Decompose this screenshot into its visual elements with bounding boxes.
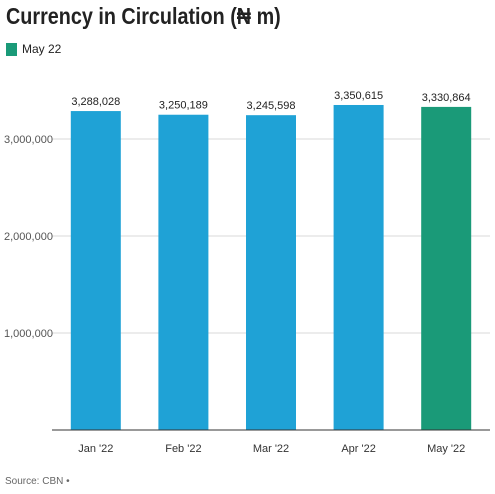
- x-tick-label: Mar '22: [253, 443, 289, 455]
- y-tick-label: 2,000,000: [4, 231, 53, 243]
- source-note: Source: CBN •: [5, 476, 70, 487]
- bar: [70, 111, 121, 431]
- x-tick-label: Feb '22: [165, 443, 201, 455]
- bar: [246, 115, 296, 430]
- data-label: 3,330,864: [422, 92, 471, 104]
- x-tick-label: Apr '22: [341, 443, 376, 455]
- bar: [421, 106, 472, 430]
- y-tick-label: 3,000,000: [4, 134, 53, 146]
- data-label: 3,288,028: [71, 96, 120, 108]
- legend: May 22: [6, 42, 61, 56]
- data-label: 3,245,598: [247, 100, 296, 112]
- legend-swatch: [6, 42, 17, 56]
- data-label: 3,250,189: [159, 100, 208, 112]
- chart-title: Currency in Circulation (₦ m): [6, 3, 281, 29]
- y-tick-label: 1,000,000: [4, 328, 53, 340]
- bar: [158, 114, 209, 431]
- x-tick-label: Jan '22: [78, 443, 113, 455]
- x-tick-label: May '22: [427, 443, 465, 455]
- data-label: 3,350,615: [334, 90, 383, 102]
- bar: [333, 104, 384, 430]
- legend-label: May 22: [22, 42, 62, 56]
